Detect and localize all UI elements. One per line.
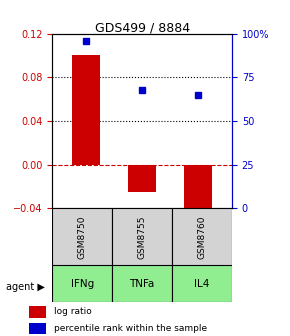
Bar: [184, 165, 212, 208]
FancyBboxPatch shape: [112, 265, 172, 302]
Text: percentile rank within the sample: percentile rank within the sample: [54, 324, 207, 333]
Text: agent ▶: agent ▶: [6, 282, 45, 292]
Text: GSM8750: GSM8750: [78, 215, 87, 259]
Bar: [128, 165, 156, 192]
Text: GDS499 / 8884: GDS499 / 8884: [95, 22, 190, 35]
Text: GSM8755: GSM8755: [137, 215, 147, 259]
FancyBboxPatch shape: [172, 208, 232, 265]
Bar: [29, 306, 46, 318]
FancyBboxPatch shape: [172, 265, 232, 302]
FancyBboxPatch shape: [52, 208, 112, 265]
Text: TNFa: TNFa: [129, 279, 155, 289]
FancyBboxPatch shape: [52, 265, 112, 302]
Text: log ratio: log ratio: [54, 307, 91, 316]
FancyBboxPatch shape: [112, 208, 172, 265]
Text: IFNg: IFNg: [70, 279, 94, 289]
Bar: [29, 323, 46, 334]
Text: GSM8760: GSM8760: [197, 215, 206, 259]
Bar: [72, 55, 100, 165]
Text: IL4: IL4: [194, 279, 210, 289]
